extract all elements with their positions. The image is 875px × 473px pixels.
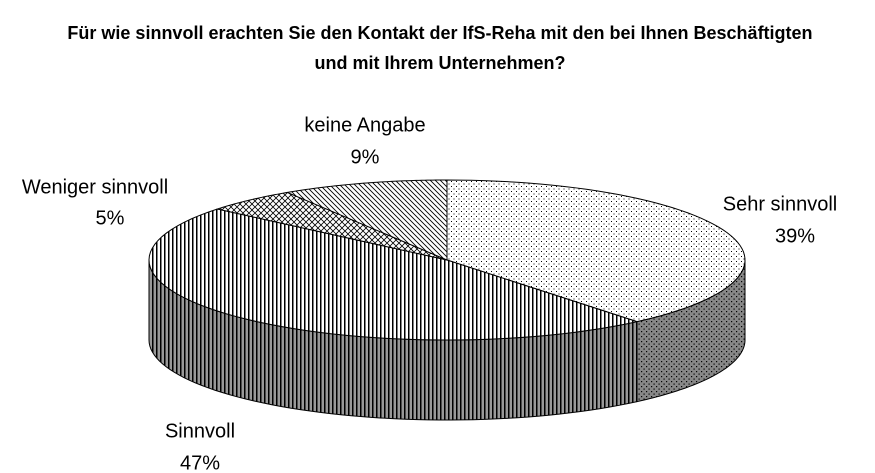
value-label: 47% (180, 452, 220, 473)
slice-label: Sinnvoll (165, 420, 235, 442)
value-label: 39% (775, 225, 815, 247)
chart-title: Für wie sinnvoll erachten Sie den Kontak… (67, 23, 813, 73)
slice-label: keine Angabe (304, 114, 425, 136)
slice (285, 179, 448, 261)
slice (446, 179, 746, 323)
value-label: 5% (96, 207, 125, 229)
slice (215, 191, 448, 261)
slice-label: Weniger sinnvoll (22, 176, 168, 198)
value-label: 9% (351, 146, 380, 168)
slice-label: Sehr sinnvoll (723, 193, 838, 215)
slice (148, 208, 639, 341)
